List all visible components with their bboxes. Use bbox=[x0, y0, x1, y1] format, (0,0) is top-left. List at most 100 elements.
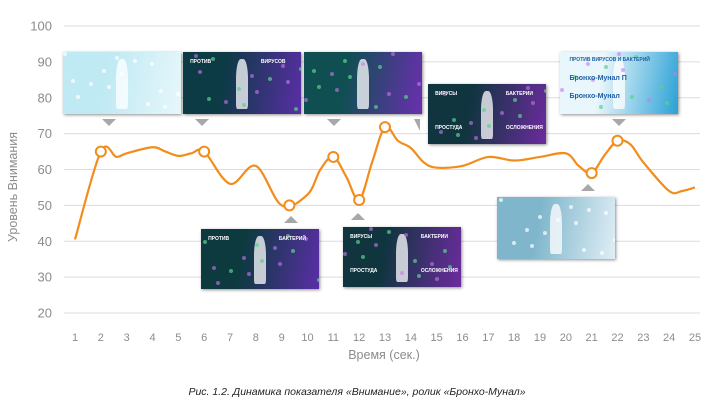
figure-silhouette bbox=[550, 204, 562, 255]
particle bbox=[660, 84, 665, 89]
x-tick-label: 19 bbox=[534, 332, 546, 344]
particle bbox=[285, 79, 290, 84]
x-tick-label: 13 bbox=[379, 332, 391, 344]
thumbnail-label: ОСЛОЖНЕНИЯ bbox=[420, 267, 458, 274]
figure-silhouette bbox=[116, 59, 128, 110]
particle bbox=[237, 86, 242, 91]
particle bbox=[254, 89, 259, 94]
particle bbox=[487, 123, 491, 128]
particle bbox=[163, 104, 168, 109]
particle bbox=[443, 249, 448, 254]
particle bbox=[543, 231, 548, 236]
x-tick-label: 11 bbox=[328, 332, 339, 344]
x-tick-label: 23 bbox=[637, 332, 649, 344]
thumbnail-label: ПРОСТУДА bbox=[435, 124, 463, 131]
particle bbox=[448, 264, 453, 269]
y-tick-label: 50 bbox=[38, 198, 52, 213]
particle bbox=[373, 104, 378, 109]
particle bbox=[368, 227, 373, 231]
thumbnail-label: БАКТЕРИИ bbox=[420, 234, 448, 241]
particle bbox=[224, 99, 229, 104]
particle bbox=[272, 246, 277, 251]
figure-silhouette bbox=[254, 236, 266, 285]
particle bbox=[229, 268, 234, 273]
particle bbox=[255, 243, 260, 248]
particle bbox=[586, 208, 591, 213]
pointer-triangle bbox=[327, 119, 341, 126]
particle bbox=[88, 81, 93, 86]
x-tick-label: 7 bbox=[227, 332, 233, 344]
thumbnail-label: ПРОТИВ ВИРУСОВ И БАКТЕРИЙ bbox=[569, 56, 650, 63]
pointer-triangle bbox=[195, 119, 209, 126]
y-tick-label: 40 bbox=[38, 234, 52, 249]
thumbnail-label: ПРОТИВ bbox=[190, 59, 212, 66]
particle bbox=[347, 74, 352, 79]
y-tick-label: 90 bbox=[38, 54, 52, 69]
thumbnail-label: ПРОТИВ bbox=[208, 236, 230, 243]
particle bbox=[538, 214, 543, 219]
data-point-marker bbox=[585, 167, 598, 180]
x-tick-label: 25 bbox=[689, 332, 701, 344]
y-axis-title: Уровень Внимания bbox=[6, 132, 20, 242]
particle bbox=[267, 76, 272, 81]
particle bbox=[647, 97, 652, 102]
particle bbox=[211, 265, 216, 270]
x-tick-label: 1 bbox=[72, 332, 78, 344]
particle bbox=[360, 61, 365, 66]
x-tick-label: 21 bbox=[586, 332, 598, 344]
x-tick-label: 20 bbox=[560, 332, 572, 344]
particle bbox=[211, 56, 216, 61]
particle bbox=[621, 68, 626, 73]
figure-silhouette bbox=[613, 59, 625, 110]
particle bbox=[543, 88, 546, 93]
particle bbox=[312, 68, 317, 73]
particle bbox=[603, 65, 608, 70]
particle bbox=[430, 261, 435, 266]
particle bbox=[482, 108, 487, 112]
particle bbox=[556, 218, 560, 223]
particle bbox=[298, 66, 301, 71]
particle bbox=[525, 85, 530, 90]
particle bbox=[443, 91, 448, 96]
particle bbox=[530, 101, 535, 106]
particle bbox=[629, 94, 634, 99]
thumbnail-label: ВИРУСОВ bbox=[260, 59, 286, 66]
video-frame-thumbnail-7: ВИРУСЫ БАКТЕРИИ ПРОСТУДА ОСЛОЖНЕНИЯ bbox=[343, 227, 461, 287]
particle bbox=[63, 52, 67, 56]
figure-silhouette bbox=[357, 59, 369, 110]
x-tick-label: 17 bbox=[482, 332, 494, 344]
particle bbox=[119, 71, 124, 76]
x-tick-label: 15 bbox=[431, 332, 443, 344]
particle bbox=[585, 61, 590, 66]
x-tick-label: 6 bbox=[201, 332, 207, 344]
particle bbox=[285, 233, 290, 238]
thumbnail-pointers bbox=[102, 119, 626, 223]
particle bbox=[598, 104, 603, 109]
particle bbox=[512, 98, 517, 103]
particle bbox=[260, 259, 264, 263]
y-tick-label: 30 bbox=[38, 270, 52, 285]
particle bbox=[512, 241, 517, 246]
pointer-triangle bbox=[351, 213, 365, 220]
particle bbox=[114, 55, 119, 60]
pointer-triangle bbox=[102, 119, 116, 126]
particle bbox=[206, 96, 211, 101]
particle bbox=[329, 71, 334, 76]
figure-silhouette bbox=[236, 59, 248, 110]
video-frame-thumbnail-4: ВИРУСЫ БАКТЕРИИ ПРОСТУДА ОСЛОЖНЕНИЯ bbox=[428, 84, 546, 144]
particle bbox=[499, 198, 504, 203]
particle bbox=[355, 239, 360, 244]
y-tick-label: 80 bbox=[38, 90, 52, 105]
particle bbox=[435, 277, 440, 282]
y-tick-label: 100 bbox=[30, 19, 52, 34]
particle bbox=[101, 68, 106, 73]
figure-silhouette bbox=[481, 91, 493, 140]
particle bbox=[665, 100, 670, 105]
particle bbox=[391, 52, 396, 56]
particle bbox=[573, 221, 578, 226]
x-tick-label: 2 bbox=[98, 332, 104, 344]
particle bbox=[404, 233, 409, 237]
particle bbox=[417, 81, 422, 86]
thumbnail-label: ОСЛОЖНЕНИЯ bbox=[505, 124, 543, 131]
